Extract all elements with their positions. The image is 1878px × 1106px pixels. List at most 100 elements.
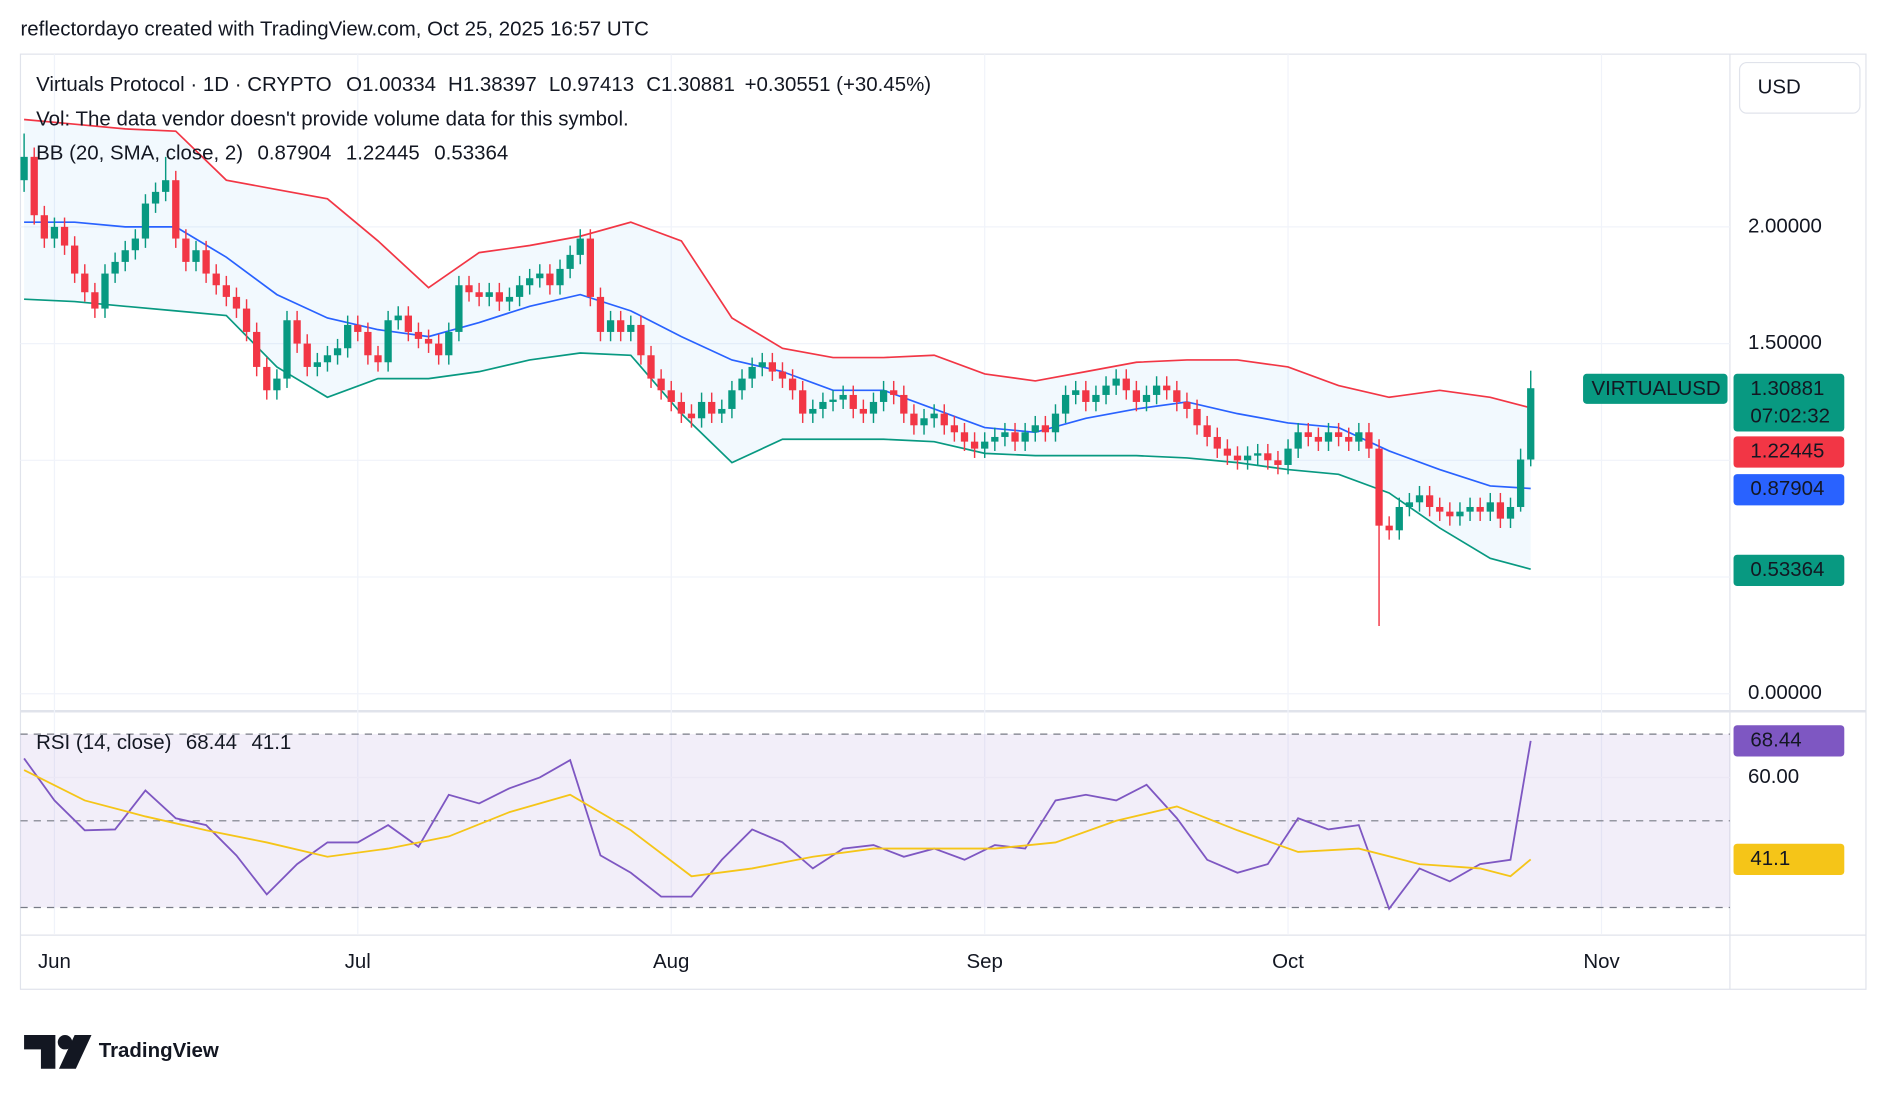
candle-body xyxy=(505,296,514,302)
axis-badge xyxy=(1733,373,1845,432)
candle-body xyxy=(1193,408,1201,426)
logo-mark xyxy=(58,1034,92,1069)
candle-body xyxy=(647,355,655,379)
candle-body xyxy=(1031,425,1039,433)
candle-body xyxy=(728,390,736,409)
candle-body xyxy=(1233,455,1242,461)
candle-body xyxy=(232,296,241,309)
candle-body xyxy=(1163,385,1171,391)
candle-body xyxy=(657,378,665,391)
legend-text: 0.53364 xyxy=(434,141,508,164)
candle-body xyxy=(50,226,59,239)
candle-body xyxy=(718,408,726,414)
x-tick-label: Nov xyxy=(1583,950,1620,973)
x-tick-label: Aug xyxy=(653,950,689,973)
candle-body xyxy=(1082,390,1090,402)
candle-body xyxy=(1203,425,1211,437)
candle-body xyxy=(970,441,979,449)
candle-body xyxy=(1152,385,1161,395)
candle-body xyxy=(930,413,938,419)
candle-body xyxy=(404,315,412,332)
candle-body xyxy=(1425,495,1434,507)
candle-body xyxy=(141,203,150,239)
legend-text: +0.30551 (+30.45%) xyxy=(745,73,932,96)
candle-body xyxy=(788,378,797,391)
axis-badge xyxy=(1733,554,1845,587)
candle-body xyxy=(414,331,423,339)
axis-badge-text: 68.44 xyxy=(1750,728,1801,751)
candle-body xyxy=(182,238,190,262)
legend-text: 0.97413 xyxy=(560,73,634,96)
candle-body xyxy=(465,285,473,293)
y-tick-label: 2.00000 xyxy=(1748,214,1822,237)
bb-fill xyxy=(24,119,1531,570)
rsi-line xyxy=(23,769,1532,878)
candle-body xyxy=(455,285,463,332)
candle-body xyxy=(495,292,503,302)
candle-body xyxy=(435,343,443,356)
candle-body xyxy=(273,378,281,391)
candle-body xyxy=(1466,506,1474,512)
candle-body xyxy=(445,331,453,356)
candle-body xyxy=(1395,506,1403,531)
candle-body xyxy=(111,261,119,274)
chart-frame xyxy=(19,53,1867,990)
currency-label: USD xyxy=(1758,75,1801,98)
candle-body xyxy=(91,292,99,309)
candle-body xyxy=(1183,401,1191,409)
candle-body xyxy=(677,401,685,414)
candle-body xyxy=(1456,511,1464,517)
candle-body xyxy=(263,366,271,391)
legend-text: L xyxy=(549,73,560,96)
candle-body xyxy=(799,390,807,414)
candle-body xyxy=(869,401,878,414)
currency-button[interactable] xyxy=(1738,61,1861,114)
candle-body xyxy=(424,338,433,344)
candle-body xyxy=(839,394,847,400)
candle-body xyxy=(354,324,362,332)
legend-text: O xyxy=(346,73,362,96)
candle-body xyxy=(81,273,89,293)
candle-body xyxy=(475,292,483,297)
candle-body xyxy=(323,355,332,363)
candle-body xyxy=(1173,390,1181,402)
candle-body xyxy=(394,315,402,321)
candle-body xyxy=(1385,525,1393,531)
symbol-badge-text: VIRTUALUSD xyxy=(1591,377,1720,400)
legend-text: H xyxy=(448,73,463,96)
y-tick-label: 1.50000 xyxy=(1748,331,1822,354)
candle-body xyxy=(1274,460,1282,465)
candle-body xyxy=(30,156,38,216)
candle-body xyxy=(1476,506,1484,512)
candle-body xyxy=(890,390,898,395)
bb-line xyxy=(23,118,1531,409)
candle-body xyxy=(1415,495,1424,503)
candle-body xyxy=(768,362,777,372)
candle-body xyxy=(809,408,817,414)
rsi-line xyxy=(23,740,1532,911)
candle-body xyxy=(242,308,251,332)
legend-text: 41.1 xyxy=(251,731,291,754)
candle-body xyxy=(940,413,948,426)
candle-body xyxy=(1294,432,1302,449)
candle-body xyxy=(981,441,989,449)
candle-body xyxy=(637,324,645,356)
legend-text: 0.87904 xyxy=(257,141,331,164)
candle-body xyxy=(1345,436,1353,442)
candle-body xyxy=(1496,502,1505,519)
candle-body xyxy=(20,156,28,181)
candle-body xyxy=(667,390,675,402)
tradingview-logo xyxy=(24,1034,92,1069)
candle-body xyxy=(1112,378,1120,386)
candle-body xyxy=(313,362,321,367)
candle-body xyxy=(1001,432,1009,437)
candle-body xyxy=(131,238,139,251)
axis-badge-text: 0.87904 xyxy=(1750,477,1824,500)
candle-body xyxy=(1102,385,1110,395)
candle-body xyxy=(900,394,908,414)
candle-body xyxy=(1132,390,1141,402)
candle-body xyxy=(192,250,200,262)
candle-body xyxy=(253,331,261,367)
candle-body xyxy=(1041,425,1050,433)
candle-body xyxy=(546,273,554,286)
